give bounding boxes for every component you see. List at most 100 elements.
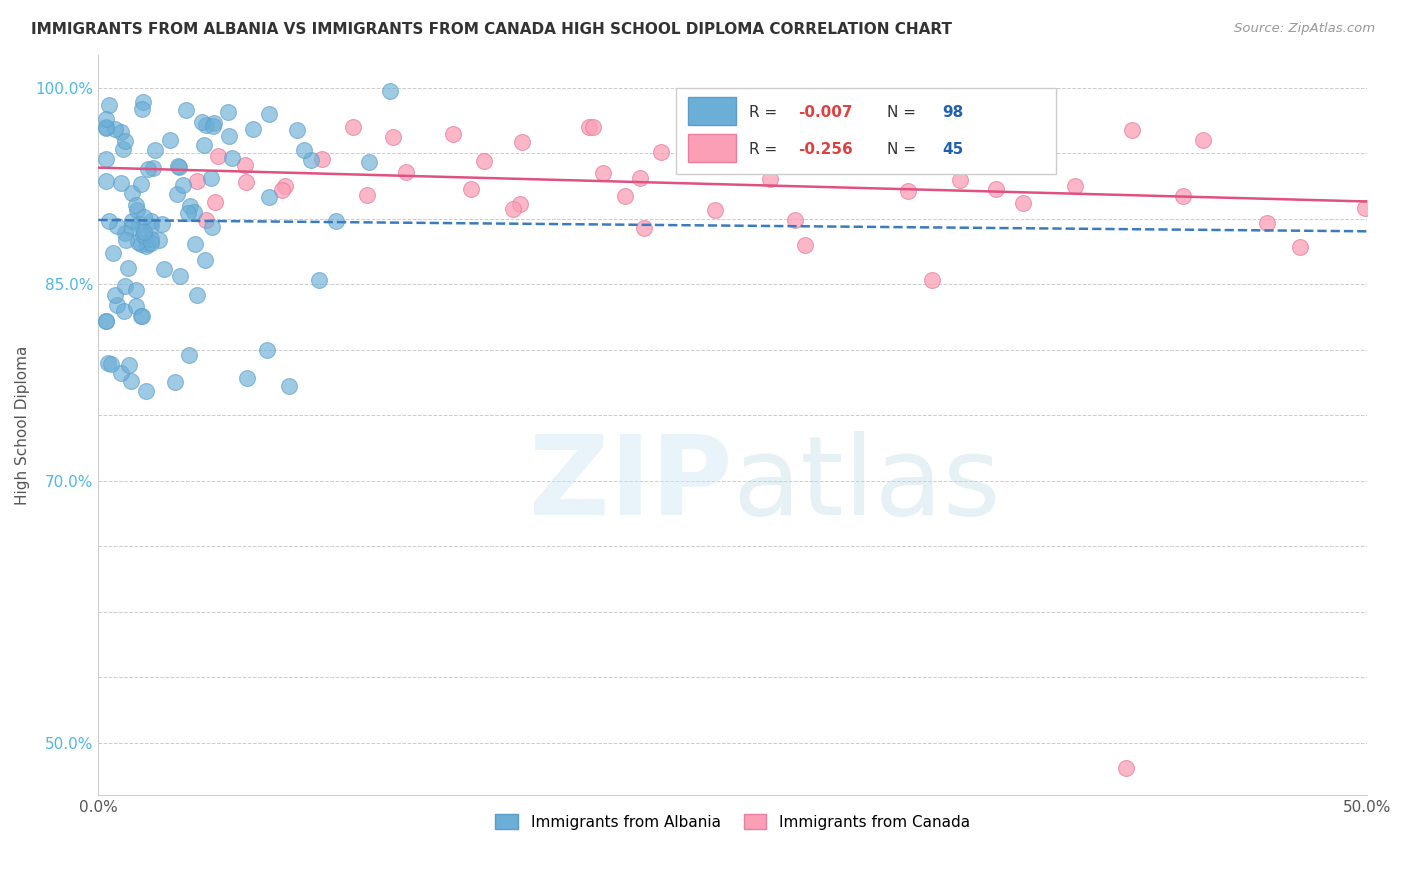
Point <box>308 273 330 287</box>
Text: 98: 98 <box>942 104 963 120</box>
Point <box>100 357 122 371</box>
Point <box>578 120 600 135</box>
Point <box>285 123 308 137</box>
Point <box>509 197 531 211</box>
Point <box>152 262 174 277</box>
Point <box>110 177 132 191</box>
Point <box>356 187 378 202</box>
Point <box>1171 189 1194 203</box>
Point <box>474 154 496 169</box>
Point <box>704 203 727 218</box>
Text: IMMIGRANTS FROM ALBANIA VS IMMIGRANTS FROM CANADA HIGH SCHOOL DIPLOMA CORRELATIO: IMMIGRANTS FROM ALBANIA VS IMMIGRANTS FR… <box>31 22 952 37</box>
Point <box>127 235 149 249</box>
Point <box>120 221 142 235</box>
Legend: Immigrants from Albania, Immigrants from Canada: Immigrants from Albania, Immigrants from… <box>489 807 976 836</box>
Text: ZIP: ZIP <box>529 431 733 538</box>
Point <box>97 214 120 228</box>
Point <box>256 343 278 357</box>
Point <box>177 206 200 220</box>
Point <box>112 304 135 318</box>
Point <box>221 151 243 165</box>
Point <box>1354 201 1376 215</box>
Point <box>142 161 165 176</box>
Point <box>139 235 162 250</box>
Point <box>1256 216 1278 230</box>
Point <box>94 120 117 135</box>
Point <box>167 160 190 174</box>
Point <box>129 177 152 191</box>
Point <box>325 213 347 227</box>
Point <box>94 314 117 328</box>
Point <box>271 183 294 197</box>
Point <box>783 213 806 227</box>
Point <box>110 125 132 139</box>
Point <box>177 348 200 362</box>
Point <box>121 213 143 227</box>
Point <box>129 309 152 323</box>
Point <box>121 186 143 200</box>
Text: N =: N = <box>887 142 921 157</box>
Point <box>1064 179 1087 194</box>
Point <box>125 299 148 313</box>
Point <box>257 190 280 204</box>
Point <box>97 97 120 112</box>
Point <box>1012 195 1035 210</box>
Point <box>128 217 150 231</box>
Point <box>179 198 201 212</box>
Point <box>105 298 128 312</box>
Text: Source: ZipAtlas.com: Source: ZipAtlas.com <box>1234 22 1375 36</box>
Point <box>143 143 166 157</box>
Point <box>460 182 482 196</box>
FancyBboxPatch shape <box>688 135 737 162</box>
Point <box>131 310 153 324</box>
Point <box>110 367 132 381</box>
Point <box>118 358 141 372</box>
Point <box>207 149 229 163</box>
Point <box>502 202 524 216</box>
Point <box>628 171 651 186</box>
Point <box>202 116 225 130</box>
Y-axis label: High School Diploma: High School Diploma <box>15 345 30 505</box>
Point <box>759 172 782 186</box>
Point <box>204 194 226 209</box>
Point <box>94 152 117 166</box>
Point <box>233 158 256 172</box>
Point <box>359 155 381 169</box>
Point <box>94 112 117 126</box>
Point <box>186 288 208 302</box>
Point <box>294 143 316 157</box>
Point <box>183 236 205 251</box>
Point <box>125 284 148 298</box>
Point <box>793 142 815 156</box>
Point <box>111 142 134 156</box>
Point <box>136 162 159 177</box>
Point <box>311 152 333 166</box>
Point <box>986 182 1008 196</box>
Point <box>94 120 117 134</box>
Point <box>186 174 208 188</box>
Point <box>174 103 197 117</box>
Point <box>172 178 194 192</box>
Point <box>195 213 218 227</box>
Point <box>257 107 280 121</box>
Point <box>381 130 404 145</box>
Point <box>97 356 120 370</box>
FancyBboxPatch shape <box>675 88 1056 174</box>
Point <box>134 230 156 244</box>
Point <box>217 104 239 119</box>
Point <box>94 313 117 327</box>
Point <box>949 172 972 186</box>
Point <box>169 268 191 283</box>
Point <box>378 83 401 97</box>
Point <box>131 228 153 243</box>
Point <box>650 145 672 160</box>
Point <box>242 121 264 136</box>
Point <box>1121 123 1143 137</box>
Point <box>194 252 217 267</box>
Point <box>104 287 127 301</box>
Point <box>131 103 153 117</box>
Point <box>1192 133 1215 147</box>
Point <box>218 128 240 143</box>
Point <box>139 219 162 233</box>
Point <box>120 374 142 388</box>
